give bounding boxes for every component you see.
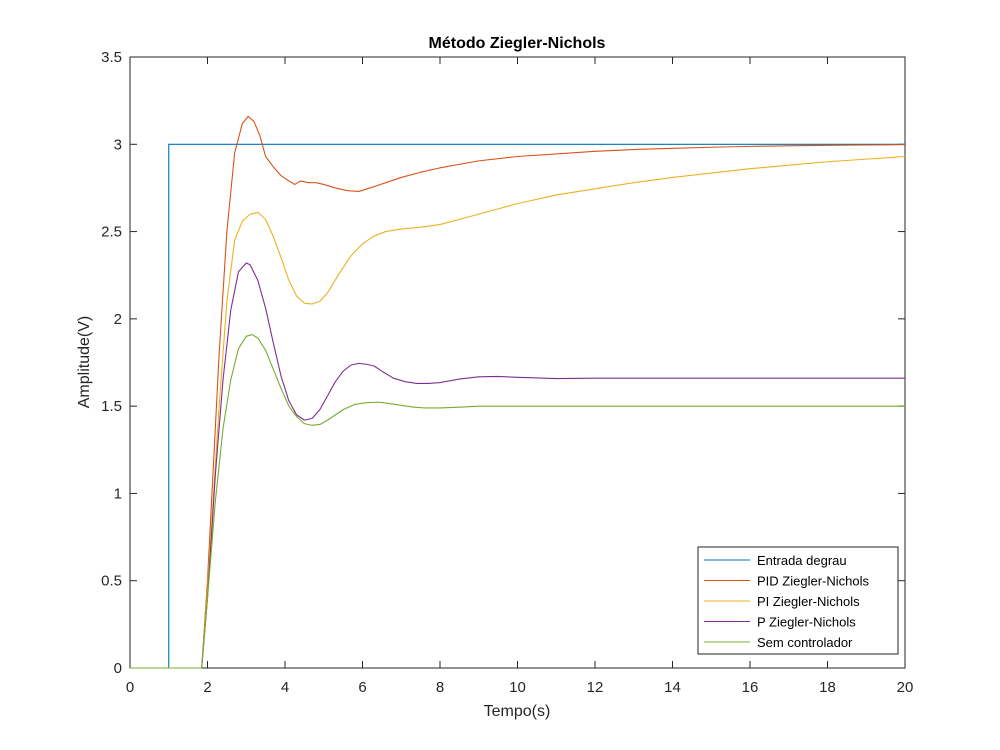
legend-label-4: Sem controlador: [757, 635, 853, 650]
x-tick-label: 2: [203, 679, 211, 696]
y-tick-label: 0.5: [101, 573, 122, 590]
series-line-1: [130, 115, 906, 669]
x-tick-label: 18: [819, 679, 836, 696]
y-axis-label: Amplitude(V): [76, 316, 93, 408]
axis-ticks: 0 2 4 6 8 10 12 14 16 18 20 0 0.5 1 1.5 2 2.5 3 3.5: [101, 49, 913, 696]
chart-title: Método Ziegler-Nichols: [429, 35, 606, 52]
x-tick-label: 8: [436, 679, 444, 696]
x-tick-label: 16: [742, 679, 759, 696]
x-tick-label: 12: [587, 679, 604, 696]
series-line-3: [130, 262, 905, 669]
legend-label-3: P Ziegler-Nichols: [757, 615, 856, 630]
y-tick-label: 1.5: [101, 398, 122, 415]
y-tick-label: 2.5: [101, 224, 122, 241]
x-tick-label: 20: [897, 679, 914, 696]
x-tick-label: 14: [664, 679, 681, 696]
legend-label-0: Entrada degrau: [757, 553, 847, 568]
y-tick-label: 2: [114, 311, 122, 328]
y-tick-label: 1: [114, 485, 122, 502]
legend-label-2: PI Ziegler-Nichols: [757, 594, 860, 609]
series-line-2: [130, 155, 906, 669]
y-tick-label: 3: [114, 136, 122, 153]
y-tick-label: 3.5: [101, 49, 122, 66]
x-tick-label: 6: [358, 679, 366, 696]
y-tick-label: 0: [114, 660, 122, 677]
x-axis-label: Tempo(s): [484, 703, 551, 720]
x-tick-label: 10: [509, 679, 526, 696]
x-tick-label: 0: [126, 679, 134, 696]
series-line-4: [130, 334, 905, 669]
series-lines: [130, 115, 906, 669]
legend: Entrada degrau PID Ziegler-Nichols PI Zieg…: [697, 546, 899, 655]
x-tick-label: 4: [281, 679, 289, 696]
legend-label-1: PID Ziegler-Nichols: [757, 574, 869, 589]
